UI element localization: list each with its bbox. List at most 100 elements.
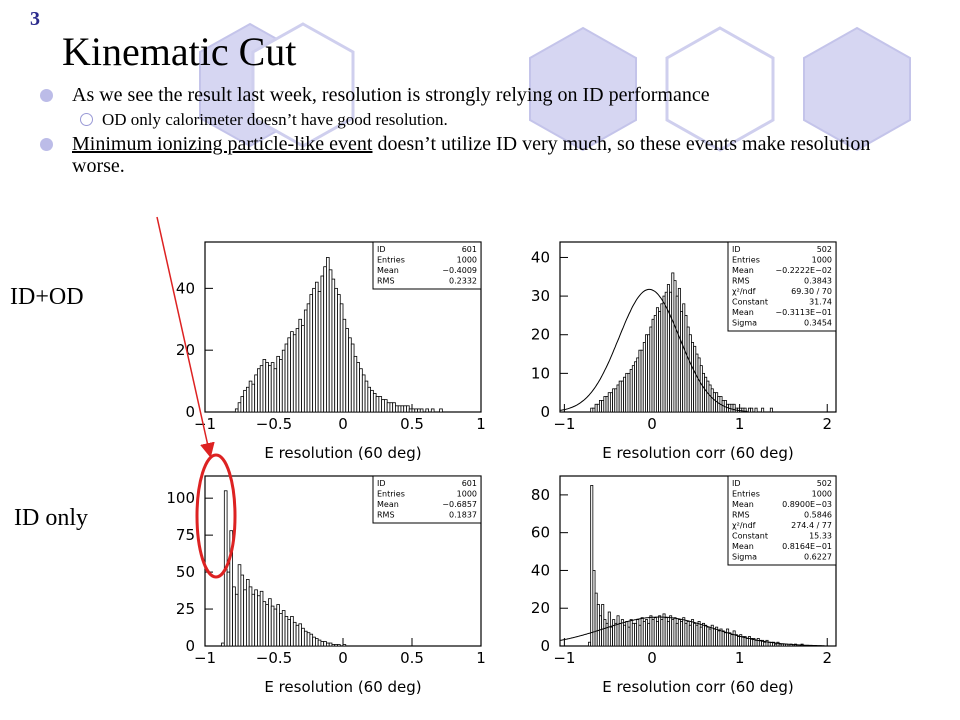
stats-value: 0.8900E−03 xyxy=(782,500,832,509)
stats-key: RMS xyxy=(377,277,395,286)
stats-value: 1000 xyxy=(812,256,832,265)
x-axis-label: E resolution (60 deg) xyxy=(264,678,421,696)
histogram-bin xyxy=(254,374,258,413)
histogram-bin xyxy=(248,586,253,647)
histogram-bin xyxy=(411,408,416,413)
stats-key: ID xyxy=(377,245,386,254)
x-tick-label: 0.5 xyxy=(400,649,424,667)
histogram-bin xyxy=(257,595,261,647)
y-tick-label: 0 xyxy=(185,403,195,421)
histogram-bin xyxy=(339,303,344,413)
histogram-bin xyxy=(290,331,294,413)
histogram-bin xyxy=(246,386,250,413)
y-tick-label: 30 xyxy=(531,287,550,305)
histogram-bin xyxy=(251,593,256,647)
bullet-1-text: As we see the result last week, resoluti… xyxy=(72,84,710,106)
histogram-bin xyxy=(414,408,418,413)
histogram-bin xyxy=(381,399,385,413)
stats-key: χ²/ndf xyxy=(732,521,756,530)
y-tick-label: 50 xyxy=(176,563,195,581)
histogram-bin xyxy=(251,383,256,413)
histogram-bin xyxy=(364,380,369,413)
stats-key: ID xyxy=(732,245,741,254)
histogram-bin xyxy=(243,589,247,647)
histogram-bin xyxy=(743,407,747,413)
histogram-bin xyxy=(223,490,228,647)
histogram-bin xyxy=(295,328,300,413)
histogram-bin xyxy=(292,621,297,647)
histogram-bin xyxy=(226,571,231,647)
histogram-bin xyxy=(281,610,286,647)
stats-value: 0.5846 xyxy=(804,511,832,520)
stats-key: Sigma xyxy=(732,553,757,562)
y-tick-label: 40 xyxy=(531,561,550,579)
histogram-bin xyxy=(309,633,314,647)
stats-value: 0.2332 xyxy=(449,277,477,286)
stats-value: 1000 xyxy=(457,490,477,499)
x-tick-label: 1 xyxy=(735,649,745,667)
histogram-bin xyxy=(237,402,242,413)
histogram-bin xyxy=(417,408,421,413)
x-tick-label: −1 xyxy=(194,415,216,433)
histogram-bin xyxy=(397,405,402,413)
histogram-bin xyxy=(439,408,443,413)
histogram-bin xyxy=(232,586,236,647)
y-tick-label: 20 xyxy=(531,326,550,344)
y-tick-label: 0 xyxy=(185,637,195,655)
x-tick-label: 1 xyxy=(735,415,745,433)
histogram-bin xyxy=(234,593,239,647)
histogram-bin xyxy=(314,638,319,647)
histogram-bin xyxy=(298,318,302,413)
histogram-bin xyxy=(386,402,391,413)
histogram-bin xyxy=(350,343,355,413)
y-tick-label: 100 xyxy=(166,489,195,507)
histogram-bin xyxy=(276,604,280,647)
stats-value: 31.74 xyxy=(809,298,832,307)
histogram-bin xyxy=(383,399,388,413)
bullet-dot-icon xyxy=(40,138,53,151)
x-axis-label: E resolution corr (60 deg) xyxy=(602,678,794,696)
histogram-bins xyxy=(234,257,443,413)
stats-key: RMS xyxy=(377,511,395,520)
hexagon-3 xyxy=(529,26,637,152)
y-tick-label: 25 xyxy=(176,600,195,618)
histogram-bin xyxy=(292,334,297,413)
stats-value: 502 xyxy=(817,245,832,254)
histogram-bin xyxy=(337,644,341,647)
x-tick-label: 0 xyxy=(338,415,348,433)
histogram-id-only-resolution-corr: −1 0 1 2 0 20 40 60 80 ID 502 Entries 1000 Mean 0.8900… xyxy=(505,470,845,702)
x-tick-label: −1 xyxy=(553,649,575,667)
bullet-dot-icon xyxy=(40,89,53,102)
x-tick-label: 1 xyxy=(476,649,486,667)
x-tick-label: 2 xyxy=(822,415,832,433)
histogram-bin xyxy=(323,641,327,647)
stats-key: Mean xyxy=(732,308,754,317)
histogram-bin xyxy=(240,396,245,413)
stats-key: χ²/ndf xyxy=(732,287,756,296)
histogram-bin xyxy=(408,408,413,413)
histogram-bin xyxy=(353,355,358,413)
stats-value: 0.8164E−01 xyxy=(782,542,832,551)
histogram-bin xyxy=(290,616,294,647)
histogram-bin xyxy=(359,368,363,413)
row-label-id-od: ID+OD xyxy=(10,284,84,310)
histogram-bin xyxy=(361,374,366,413)
histogram-bin xyxy=(312,287,316,413)
bullet-2-underlined-text: Minimum ionizing particle-like event xyxy=(72,133,373,155)
stats-key: Constant xyxy=(732,532,768,541)
histogram-bin xyxy=(754,407,758,413)
x-tick-label: 0 xyxy=(647,649,657,667)
histogram-bin xyxy=(317,291,322,413)
x-tick-label: −1 xyxy=(553,415,575,433)
stats-key: Constant xyxy=(732,298,768,307)
y-tick-label: 40 xyxy=(531,248,550,266)
histogram-bin xyxy=(425,408,429,413)
histogram-bin xyxy=(306,303,311,413)
stats-value: −0.6857 xyxy=(442,500,477,509)
x-tick-label: 0.5 xyxy=(400,415,424,433)
histogram-bin xyxy=(389,402,394,413)
hexagon-4 xyxy=(665,26,775,152)
x-tick-label: 0 xyxy=(338,649,348,667)
histogram-bin xyxy=(430,408,435,413)
